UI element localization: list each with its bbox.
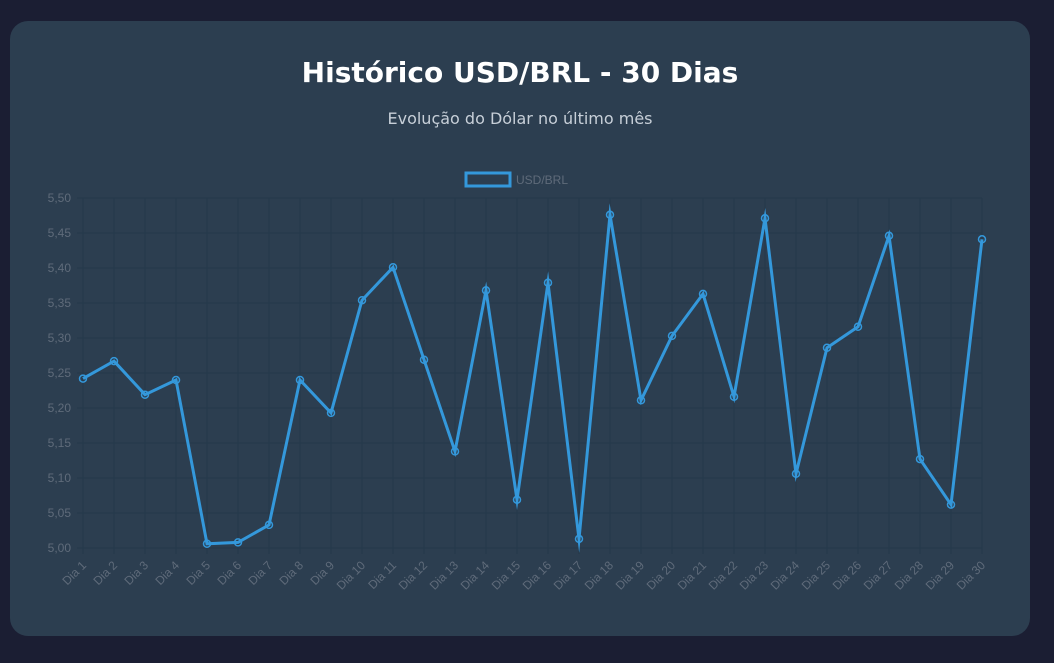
data-point[interactable] [419, 355, 429, 364]
x-tick-label: Dia 22 [706, 558, 741, 593]
data-point[interactable] [295, 375, 305, 385]
x-tick-label: Dia 25 [799, 558, 834, 593]
data-point[interactable] [605, 210, 615, 220]
x-tick-label: Dia 14 [458, 558, 493, 593]
y-tick-label: 5,20 [48, 401, 72, 415]
x-tick-label: Dia 18 [582, 558, 617, 593]
x-tick-label: Dia 15 [489, 558, 524, 593]
x-tick-label: Dia 17 [551, 558, 586, 593]
x-tick-label: Dia 4 [152, 558, 182, 588]
y-tick-label: 5,40 [48, 261, 72, 275]
data-point[interactable] [357, 295, 367, 305]
x-tick-label: Dia 5 [183, 558, 213, 588]
data-point[interactable] [698, 289, 708, 299]
data-point[interactable] [450, 447, 460, 456]
y-tick-label: 5,45 [48, 226, 72, 240]
y-tick-label: 5,35 [48, 296, 72, 310]
x-tick-label: Dia 9 [307, 558, 337, 588]
data-point[interactable] [233, 538, 243, 547]
y-tick-label: 5,05 [48, 506, 72, 520]
data-point[interactable] [791, 469, 801, 479]
legend-label[interactable]: USD/BRL [516, 173, 568, 187]
x-tick-label: Dia 27 [861, 558, 896, 593]
x-tick-label: Dia 20 [644, 558, 679, 593]
x-tick-label: Dia 21 [675, 558, 710, 593]
data-point[interactable] [543, 278, 553, 287]
grid-layer [77, 197, 983, 554]
data-point[interactable] [481, 286, 491, 295]
x-tick-label: Dia 28 [892, 558, 927, 593]
x-tick-label: Dia 30 [954, 558, 989, 593]
y-tick-label: 5,00 [48, 541, 72, 555]
data-point[interactable] [667, 331, 677, 341]
data-point[interactable] [202, 539, 212, 549]
y-tick-label: 5,25 [48, 366, 72, 380]
data-point[interactable] [264, 520, 274, 530]
x-tick-label: Dia 19 [613, 558, 648, 593]
y-tick-label: 5,50 [48, 191, 72, 205]
x-axis: Dia 1 Dia 2 Dia 3 Dia 4 Dia 5 Dia 6 Dia 7 Dia 8… [59, 558, 988, 593]
chart-subtitle: Evolução do Dólar no último mês [387, 109, 653, 128]
y-tick-label: 5,30 [48, 331, 72, 345]
x-tick-label: Dia 10 [334, 558, 369, 593]
data-point[interactable] [574, 534, 584, 544]
x-tick-label: Dia 8 [276, 558, 306, 588]
y-tick-label: 5,10 [48, 471, 72, 485]
data-point[interactable] [729, 392, 739, 402]
data-point[interactable] [140, 390, 150, 399]
data-point[interactable] [822, 343, 832, 353]
x-tick-label: Dia 24 [768, 558, 803, 593]
data-point[interactable] [388, 263, 398, 272]
legend-swatch[interactable] [464, 171, 512, 188]
x-tick-label: Dia 23 [737, 558, 772, 593]
data-point[interactable] [884, 231, 894, 241]
x-tick-label: Dia 29 [923, 558, 958, 593]
data-point[interactable] [171, 375, 181, 385]
x-tick-label: Dia 26 [830, 558, 865, 593]
x-tick-label: Dia 11 [365, 558, 399, 592]
chart-title: Histórico USD/BRL - 30 Dias [301, 56, 739, 89]
x-tick-label: Dia 13 [427, 558, 462, 593]
data-point[interactable] [78, 374, 88, 383]
data-point[interactable] [977, 235, 987, 244]
x-tick-label: Dia 2 [90, 558, 120, 588]
data-point[interactable] [636, 396, 646, 405]
legend[interactable]: USD/BRL [464, 171, 568, 188]
data-point[interactable] [512, 495, 522, 504]
data-point[interactable] [915, 454, 925, 464]
data-point[interactable] [853, 322, 863, 332]
data-point[interactable] [109, 356, 119, 366]
x-tick-label: Dia 16 [520, 558, 555, 593]
x-tick-label: Dia 6 [214, 558, 244, 588]
series-layer [78, 203, 987, 553]
chart-card [10, 21, 1030, 636]
data-point[interactable] [326, 408, 336, 418]
series-line-usd-brl[interactable] [82, 203, 984, 553]
y-axis: 5,00 5,05 5,10 5,15 5,20 5,25 5,30 5,35 5,40 5,45… [48, 191, 72, 555]
data-point[interactable] [760, 214, 770, 223]
x-tick-label: Dia 1 [59, 558, 89, 588]
data-point[interactable] [946, 500, 956, 509]
y-tick-label: 5,15 [48, 436, 72, 450]
x-tick-label: Dia 3 [121, 558, 151, 588]
x-tick-label: Dia 12 [396, 558, 431, 593]
x-tick-label: Dia 7 [245, 558, 275, 588]
